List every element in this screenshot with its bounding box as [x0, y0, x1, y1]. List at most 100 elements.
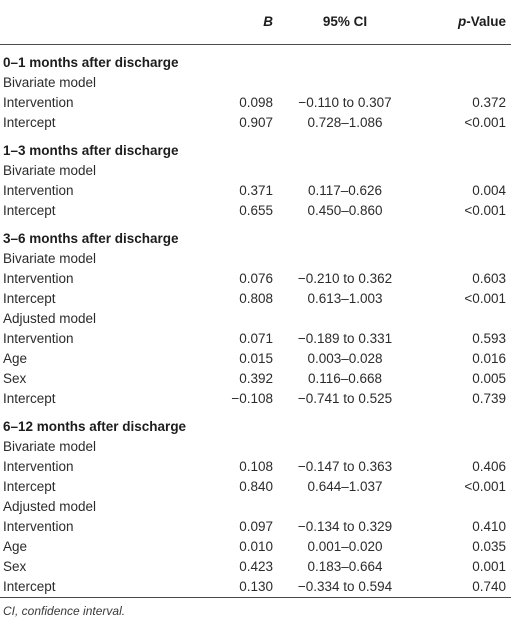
cell-b: [200, 497, 283, 517]
cell-p-value: 0.372: [472, 95, 506, 110]
cell-b: [200, 437, 283, 457]
cell-b: [200, 161, 283, 181]
cell-b: 0.130: [200, 577, 283, 598]
cell-ci: [283, 437, 407, 457]
section-header-row: 6–12 months after discharge: [0, 409, 511, 437]
cell-p-value: 0.739: [472, 391, 506, 406]
row-label: Adjusted model: [3, 311, 97, 326]
cell-ci: −0.134 to 0.329: [297, 519, 393, 534]
header-b: B: [200, 0, 283, 45]
cell-ci: [283, 249, 407, 269]
cell-p-value: [407, 249, 511, 269]
row-label: Intervention: [3, 271, 74, 286]
cell-ci: 0.728–1.086: [307, 115, 383, 130]
cell-ci: −0.110 to 0.307: [298, 95, 392, 110]
row-label: Intercept: [3, 391, 56, 406]
header-ci: 95% CI: [283, 0, 407, 45]
row-label: Sex: [3, 559, 27, 574]
header-p-value: p-Value: [407, 0, 511, 45]
cell-ci: 0.117–0.626: [307, 183, 383, 198]
cell-p-value: 0.035: [472, 539, 506, 554]
section-header-row: 3–6 months after discharge: [0, 221, 511, 249]
table-row: Adjusted model: [0, 309, 511, 329]
section-header-row: 0–1 months after discharge: [0, 45, 511, 74]
cell-b: 0.907: [239, 115, 273, 130]
table-row: Intervention 0.097 −0.134 to 0.329 0.410: [0, 517, 511, 537]
table-header: B 95% CI p-Value: [0, 0, 511, 45]
table-row: Intercept 0.130 −0.334 to 0.594 0.740: [0, 577, 511, 598]
table-row: Intercept −0.108 −0.741 to 0.525 0.739: [0, 389, 511, 409]
row-label: Adjusted model: [3, 499, 97, 514]
table-row: Intercept 0.907 0.728–1.086 <0.001: [0, 113, 511, 133]
cell-b: 0.655: [239, 203, 273, 218]
cell-p-value: [407, 437, 511, 457]
header-p-italic: p: [457, 14, 467, 29]
cell-p-value: [407, 309, 511, 329]
section-title: 3–6 months after discharge: [3, 231, 179, 246]
table-body: 1–3 months after discharge Bivariate mode…: [0, 133, 511, 221]
cell-ci: [283, 309, 407, 329]
cell-ci: −0.189 to 0.331: [297, 331, 393, 346]
cell-ci: 0.116–0.668: [307, 371, 383, 386]
cell-ci: −0.210 to 0.362: [297, 271, 393, 286]
row-label: Intercept: [0, 577, 200, 598]
row-label: Bivariate model: [3, 439, 97, 454]
section-header-row: 1–3 months after discharge: [0, 133, 511, 161]
cell-p-value: 0.004: [472, 183, 506, 198]
row-label: Intercept: [3, 203, 56, 218]
cell-p-value: 0.740: [407, 577, 511, 598]
cell-b: 0.840: [239, 479, 273, 494]
table-row: Sex 0.423 0.183–0.664 0.001: [0, 557, 511, 577]
cell-ci: [283, 497, 407, 517]
cell-ci: 0.001–0.020: [307, 539, 383, 554]
row-label: Bivariate model: [3, 251, 97, 266]
cell-p-value: 0.005: [472, 371, 506, 386]
table-row: Age 0.010 0.001–0.020 0.035: [0, 537, 511, 557]
cell-ci: 0.003–0.028: [307, 351, 383, 366]
cell-b: 0.423: [239, 559, 273, 574]
table-row: Intercept 0.655 0.450–0.860 <0.001: [0, 201, 511, 221]
cell-b: [200, 73, 283, 93]
row-label: Age: [3, 351, 28, 366]
cell-ci: [283, 161, 407, 181]
section-title: 1–3 months after discharge: [3, 143, 179, 158]
table-row: Intervention 0.076 −0.210 to 0.362 0.603: [0, 269, 511, 289]
cell-p-value: 0.001: [472, 559, 506, 574]
cell-b: 0.010: [239, 539, 273, 554]
cell-b: 0.071: [239, 331, 273, 346]
row-label: Intercept: [3, 479, 56, 494]
section-title: 0–1 months after discharge: [3, 55, 179, 70]
cell-p-value: 0.603: [472, 271, 506, 286]
cell-ci: 0.613–1.003: [307, 291, 383, 306]
table-row: Age 0.015 0.003–0.028 0.016: [0, 349, 511, 369]
table-row: Bivariate model: [0, 73, 511, 93]
regression-table: B 95% CI p-Value 0–1 months after discha…: [0, 0, 511, 598]
row-label: Sex: [3, 371, 27, 386]
cell-p-value: <0.001: [464, 115, 506, 130]
header-row: B 95% CI p-Value: [0, 0, 511, 45]
table-row: Intercept 0.808 0.613–1.003 <0.001: [0, 289, 511, 309]
cell-ci: 0.450–0.860: [307, 203, 383, 218]
cell-p-value: <0.001: [464, 479, 506, 494]
row-label: Intervention: [3, 331, 74, 346]
cell-p-value: [407, 161, 511, 181]
cell-ci: −0.147 to 0.363: [297, 459, 393, 474]
cell-b: 0.098: [239, 95, 273, 110]
table-row: Intervention 0.071 −0.189 to 0.331 0.593: [0, 329, 511, 349]
cell-p-value: 0.016: [472, 351, 506, 366]
row-label: Intervention: [3, 95, 74, 110]
table-row: Sex 0.392 0.116–0.668 0.005: [0, 369, 511, 389]
table-row: Adjusted model: [0, 497, 511, 517]
cell-b: 0.108: [239, 459, 273, 474]
cell-p-value: <0.001: [464, 203, 506, 218]
cell-b: 0.076: [239, 271, 273, 286]
table-body: 3–6 months after discharge Bivariate mode…: [0, 221, 511, 409]
table-row: Bivariate model: [0, 437, 511, 457]
row-label: Intercept: [3, 291, 56, 306]
row-label: Age: [3, 539, 28, 554]
table-body: 6–12 months after discharge Bivariate mod…: [0, 409, 511, 598]
row-label: Intervention: [3, 519, 74, 534]
row-label: Intervention: [3, 459, 74, 474]
header-label-column: [0, 0, 200, 45]
